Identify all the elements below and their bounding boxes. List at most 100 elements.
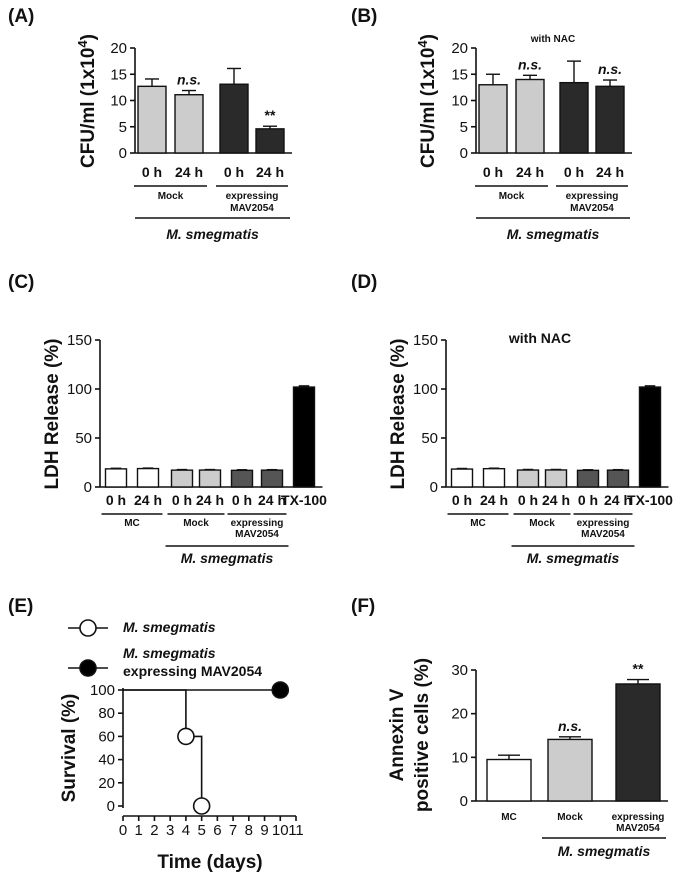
panel-f-bar	[486, 758, 532, 802]
panel-f-category-label: MC	[501, 812, 517, 823]
panel-c-bar	[104, 468, 128, 488]
panel-d-bar	[450, 468, 474, 488]
panel-e-ytick-label: 100	[90, 682, 115, 699]
panel-a-significance-label: **	[265, 107, 276, 123]
panel-d-bar	[544, 469, 568, 488]
panel-e-xtick-label: 7	[229, 822, 237, 839]
panel-a-significance-label: n.s.	[177, 72, 201, 88]
panel-c-ylabel: LDH Release (%)	[42, 339, 63, 490]
panel-c-group-label-line2: MAV2054	[235, 529, 279, 540]
panel-c-group-label: expressing	[231, 518, 284, 529]
panel-b-bar	[478, 84, 508, 154]
panel-d-category-label: 24 h	[480, 492, 508, 508]
panel-c-bar	[230, 469, 254, 488]
panel-f-category-label: Mock	[557, 812, 583, 823]
panel-a-ytick-label: 10	[110, 93, 127, 110]
panel-e-label: (E)	[8, 596, 33, 617]
panel-e-ytick-label: 40	[98, 752, 115, 769]
panel-f-label: (F)	[351, 596, 375, 617]
panel-d-note: with NAC	[508, 330, 571, 346]
panel-e-xtick-label: 11	[288, 822, 304, 839]
panel-e-xtick-label: 10	[272, 822, 289, 839]
panel-b-ytick-label: 10	[451, 93, 468, 110]
panel-e-xtick-label: 1	[135, 822, 143, 839]
panel-a-group-label: Mock	[158, 191, 184, 202]
panel-f-ytick-label: 20	[451, 706, 468, 723]
panel-a-category-label: 24 h	[256, 164, 284, 180]
panel-e-legend-marker	[79, 659, 97, 677]
panel-f-category-label-line2: MAV2054	[616, 823, 660, 834]
panel-b-category-label: 0 h	[564, 164, 584, 180]
panel-a-species-label: M. smegmatis	[166, 226, 259, 242]
panel-f-bar	[615, 683, 661, 802]
panel-e-series-marker	[271, 681, 290, 699]
panel-b-category-label: 24 h	[516, 164, 544, 180]
panel-c-bar	[260, 469, 284, 488]
panel-c-label: (C)	[8, 272, 34, 293]
panel-f-significance-label: n.s.	[558, 718, 582, 734]
panel-e-xtick-label: 0	[119, 822, 127, 839]
panel-c-ytick-label: 50	[75, 430, 92, 447]
panel-d-bar	[606, 469, 630, 488]
panel-b-group-label: Mock	[499, 191, 525, 202]
panel-c-category-label: 24 h	[134, 492, 162, 508]
panel-e-xtick-label: 9	[260, 822, 268, 839]
panel-d-category-label: 0 h	[452, 492, 472, 508]
panel-c-bar	[292, 386, 316, 488]
panel-f-ylabel: Annexin V	[387, 688, 408, 781]
panel-a-ytick-label: 5	[119, 119, 127, 136]
panel-b-label: (B)	[351, 6, 377, 27]
panel-b-bar	[515, 78, 545, 154]
panel-d-category-label: 0 h	[518, 492, 538, 508]
panel-d-category-label: 24 h	[542, 492, 570, 508]
panel-e-ytick-label: 80	[98, 705, 115, 722]
panel-a-category-label: 0 h	[224, 164, 244, 180]
panel-e-legend-label: M. smegmatis	[123, 645, 216, 661]
panel-e-legend-marker	[79, 619, 97, 637]
panel-b-species-label: M. smegmatis	[507, 226, 600, 242]
panel-c-category-label: 0 h	[106, 492, 126, 508]
panel-c-category-label: 24 h	[258, 492, 286, 508]
panel-a-bar	[174, 94, 204, 154]
panel-d-species-label: M. smegmatis	[527, 550, 620, 566]
panel-f-ylabel-line2: positive cells (%)	[412, 658, 433, 812]
panel-c-category-label: 24 h	[196, 492, 224, 508]
panel-b-significance-label: n.s.	[598, 61, 622, 77]
panel-b-ytick-label: 20	[451, 40, 468, 57]
panel-c-species-label: M. smegmatis	[181, 550, 274, 566]
panel-f-species-label: M. smegmatis	[558, 843, 651, 859]
panel-f-ytick-label: 10	[451, 749, 468, 766]
panel-e-ytick-label: 20	[98, 775, 115, 792]
panel-d-ytick-label: 0	[430, 479, 438, 496]
panel-a-ylabel: CFU/ml (1x104)	[75, 34, 99, 168]
panel-d-ytick-label: 100	[413, 381, 438, 398]
panel-e-xtick-label: 6	[213, 822, 221, 839]
panel-b-category-label: 0 h	[483, 164, 503, 180]
panel-c-group-label: Mock	[183, 518, 209, 529]
panel-e-xtick-label: 2	[150, 822, 158, 839]
panel-c-bar	[136, 467, 160, 488]
panel-e-legend-label-line2: expressing MAV2054	[123, 663, 262, 679]
panel-a-group-label-line2: MAV2054	[230, 203, 274, 214]
panel-b-ylabel: CFU/ml (1x104)	[415, 34, 439, 168]
panel-a-category-label: 0 h	[142, 164, 162, 180]
panel-d-bar	[516, 469, 540, 488]
panel-e-series-marker	[192, 797, 211, 815]
panel-a-category-label: 24 h	[175, 164, 203, 180]
panel-f-ytick-label: 0	[460, 793, 468, 810]
panel-b-ytick-label: 15	[451, 66, 468, 83]
panel-e-ylabel: Survival (%)	[59, 694, 80, 803]
panel-e-xlabel: Time (days)	[157, 852, 262, 873]
panel-a-label: (A)	[8, 6, 34, 27]
panel-b-bar	[559, 81, 589, 154]
panel-f-category-label: expressing	[612, 812, 665, 823]
panel-c-category-label: 0 h	[232, 492, 252, 508]
panel-d-bar	[482, 467, 506, 488]
panel-b-bar	[595, 85, 625, 154]
panel-d-category-label: 0 h	[578, 492, 598, 508]
panel-b-group-label-line2: MAV2054	[570, 203, 614, 214]
panel-b-note: with NAC	[530, 34, 575, 45]
panel-d-label: (D)	[351, 272, 377, 293]
panel-c-group-label: MC	[124, 518, 140, 529]
